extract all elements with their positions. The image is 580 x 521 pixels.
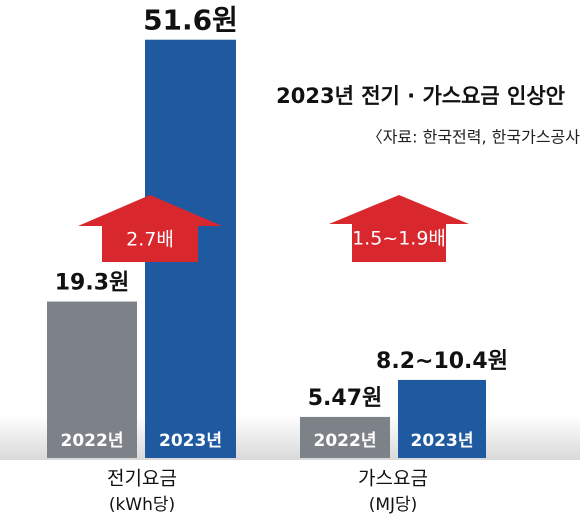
bar (47, 301, 137, 458)
bar (300, 416, 390, 458)
value-label: 51.6원 (143, 4, 238, 37)
group-title: 가스요금 (358, 468, 428, 490)
group-subtitle: (MJ당) (369, 495, 418, 515)
group-title: 전기요금 (107, 468, 177, 490)
bar-category-label: 2022년 (314, 431, 377, 451)
increase-annotation: 2.7배 (126, 229, 174, 251)
group-subtitle: (kWh당) (109, 495, 175, 515)
bar-category-label: 2022년 (61, 431, 124, 451)
bar-category-label: 2023년 (411, 431, 474, 451)
increase-arrow (329, 195, 469, 262)
increase-arrow (78, 195, 222, 262)
bar-category-label: 2023년 (159, 431, 222, 451)
source-note: 〈자료: 한국전력, 한국가스공사 (367, 128, 580, 147)
chart-title: 2023년 전기 · 가스요금 인상안 (276, 84, 565, 108)
value-label: 5.47원 (308, 386, 383, 411)
increase-annotation: 1.5~1.9배 (352, 228, 446, 250)
value-label: 8.2~10.4원 (376, 349, 508, 374)
value-label: 19.3원 (55, 271, 130, 296)
bar (398, 379, 486, 458)
